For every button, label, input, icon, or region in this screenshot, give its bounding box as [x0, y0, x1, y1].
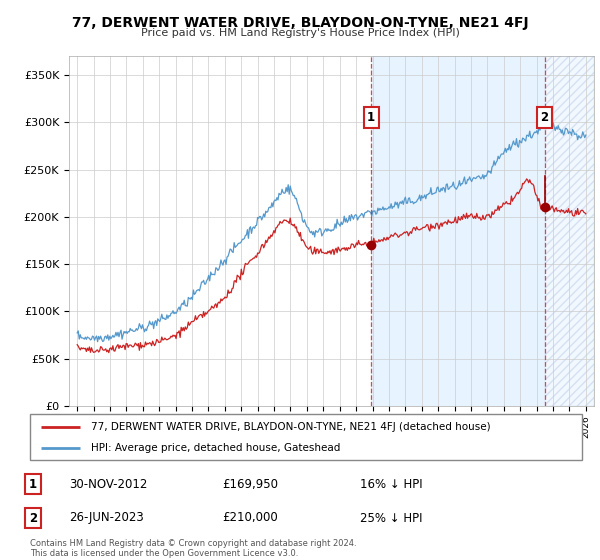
Text: £210,000: £210,000	[222, 511, 278, 525]
Bar	[371, 56, 545, 406]
Text: This data is licensed under the Open Government Licence v3.0.: This data is licensed under the Open Gov…	[30, 549, 298, 558]
Text: 2: 2	[541, 111, 548, 124]
Text: HPI: Average price, detached house, Gateshead: HPI: Average price, detached house, Gate…	[91, 443, 340, 453]
Text: 77, DERWENT WATER DRIVE, BLAYDON-ON-TYNE, NE21 4FJ (detached house): 77, DERWENT WATER DRIVE, BLAYDON-ON-TYNE…	[91, 422, 490, 432]
Text: 2: 2	[29, 511, 37, 525]
Text: Contains HM Land Registry data © Crown copyright and database right 2024.: Contains HM Land Registry data © Crown c…	[30, 539, 356, 548]
Bar	[545, 56, 594, 406]
Text: Price paid vs. HM Land Registry's House Price Index (HPI): Price paid vs. HM Land Registry's House …	[140, 28, 460, 38]
Text: 26-JUN-2023: 26-JUN-2023	[69, 511, 144, 525]
Text: £169,950: £169,950	[222, 478, 278, 491]
Text: 1: 1	[29, 478, 37, 491]
Bar	[545, 56, 594, 406]
Text: 16% ↓ HPI: 16% ↓ HPI	[360, 478, 422, 491]
FancyBboxPatch shape	[30, 414, 582, 460]
Text: 77, DERWENT WATER DRIVE, BLAYDON-ON-TYNE, NE21 4FJ: 77, DERWENT WATER DRIVE, BLAYDON-ON-TYNE…	[71, 16, 529, 30]
Text: 1: 1	[367, 111, 375, 124]
Text: 30-NOV-2012: 30-NOV-2012	[69, 478, 148, 491]
Text: 25% ↓ HPI: 25% ↓ HPI	[360, 511, 422, 525]
